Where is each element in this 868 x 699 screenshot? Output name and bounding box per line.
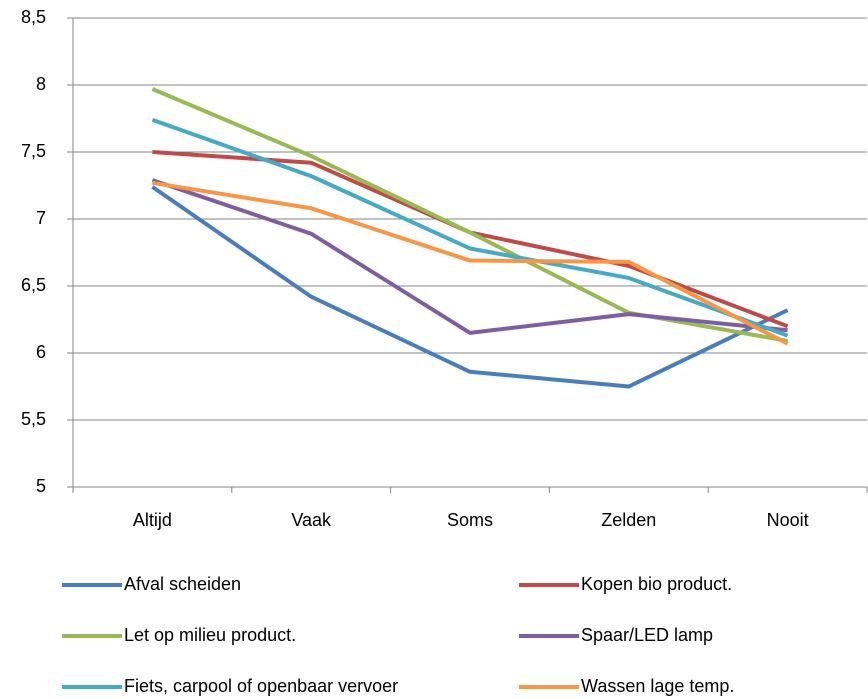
y-tick-label: 7 (36, 208, 46, 228)
y-tick-label: 8,5 (21, 7, 46, 27)
series-line (151, 87, 788, 343)
series-line (152, 180, 789, 346)
y-tick-label: 6,5 (21, 275, 46, 295)
y-tick-label: 8 (36, 74, 46, 94)
legend-label: Spaar/LED lamp (581, 625, 713, 645)
x-tick-label: Vaak (291, 510, 332, 530)
legend-label: Kopen bio product. (581, 574, 732, 594)
series-line (151, 178, 788, 335)
series-line (151, 185, 789, 389)
y-tick-label: 5 (36, 476, 46, 496)
legend-label: Let op milieu product. (124, 625, 296, 645)
legend-label: Fiets, carpool of openbaar vervoer (124, 676, 398, 696)
x-tick-label: Altijd (133, 510, 172, 530)
x-tick-label: Soms (447, 510, 493, 530)
y-tick-label: 6 (36, 342, 46, 362)
legend-label: Afval scheiden (124, 574, 241, 594)
y-tick-label: 7,5 (21, 141, 46, 161)
series-line (151, 117, 789, 338)
legend-label: Wassen lage temp. (581, 676, 734, 696)
x-tick-label: Zelden (601, 510, 656, 530)
x-tick-label: Nooit (767, 510, 809, 530)
y-tick-label: 5,5 (21, 409, 46, 429)
